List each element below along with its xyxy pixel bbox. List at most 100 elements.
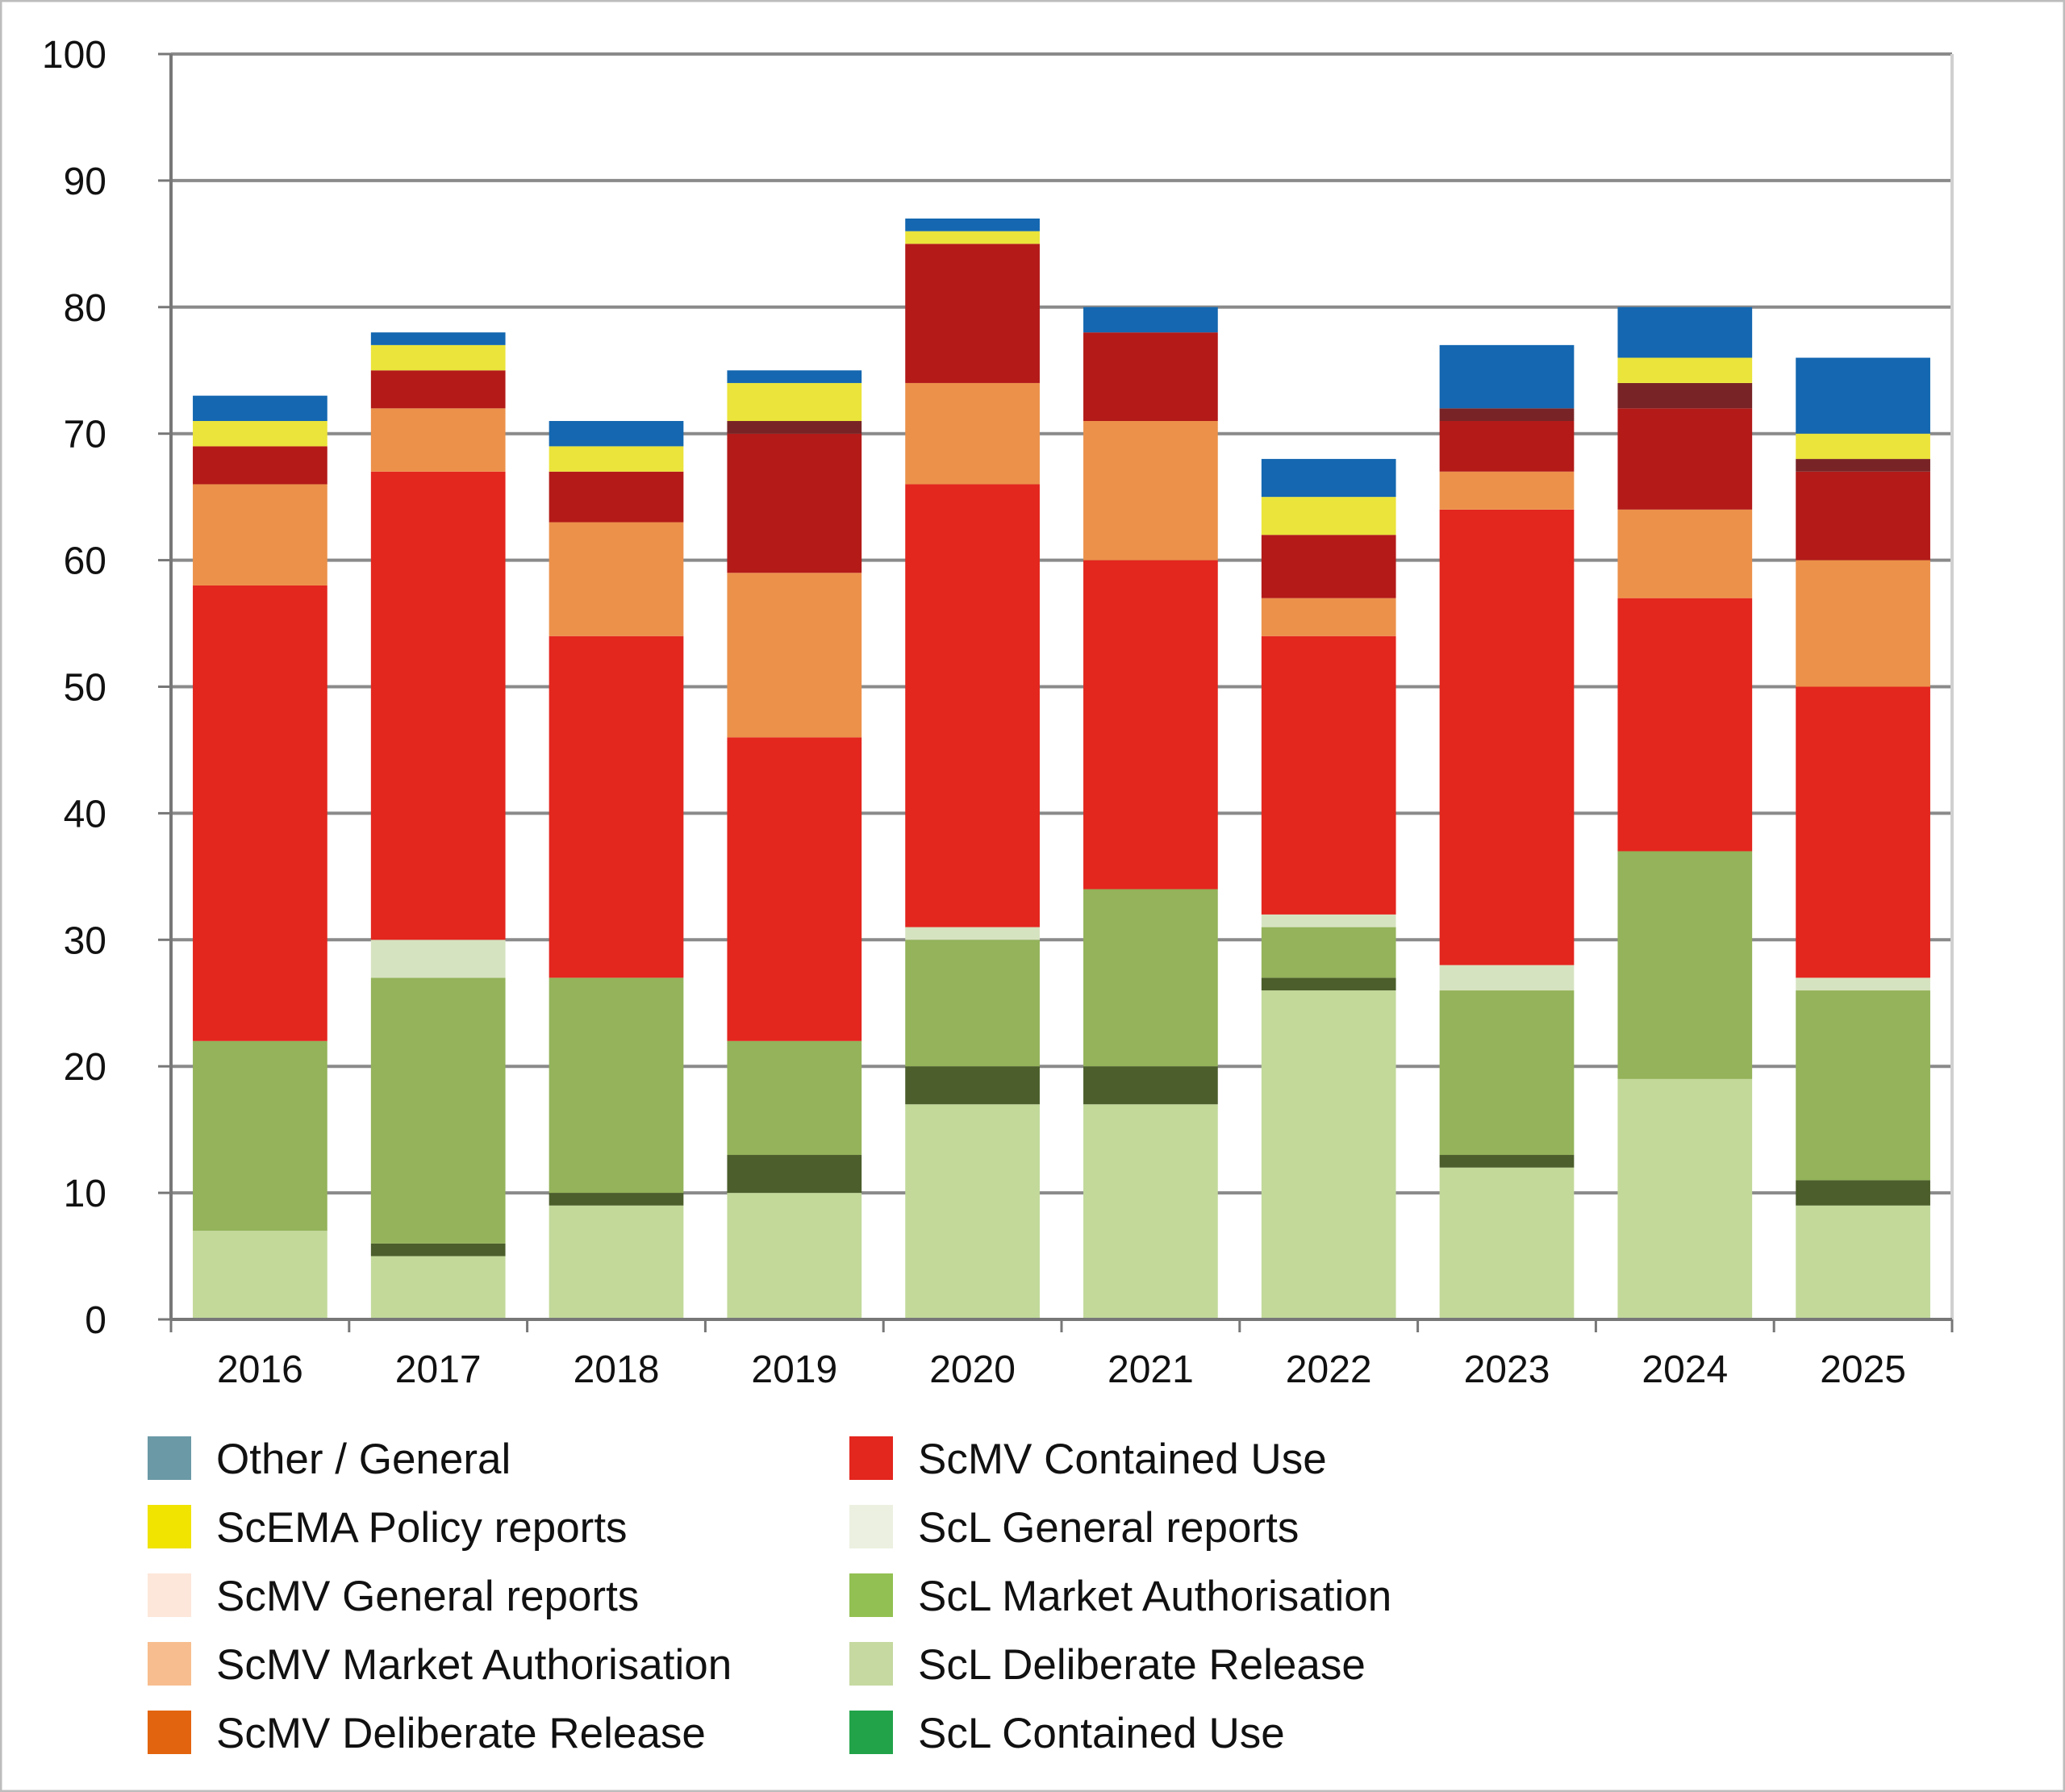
x-tick-label: 2016 [217, 1348, 303, 1391]
bar-segment-2017-scl-contained-use [370, 1243, 506, 1256]
bar-segment-2022-other-general [1261, 459, 1396, 498]
legend-label: ScMV General reports [216, 1573, 639, 1620]
y-tick-label: 100 [42, 34, 106, 77]
bar-segment-2018-scema-policy-reports [549, 446, 684, 472]
bar-segment-2025-other-general [1796, 357, 1930, 434]
bar-segment-2022-scl-market-authorisation [1261, 927, 1396, 978]
legend-item: ScL Market Authorisation [849, 1573, 1391, 1620]
bar-segment-2025-scl-market-authorisation [1796, 990, 1930, 1181]
legend-item: ScMV General reports [148, 1573, 639, 1620]
bar-segment-2016-scl-market-authorisation [193, 1040, 327, 1231]
bar-segment-2021-scl-contained-use [1083, 1066, 1218, 1105]
legend-item: ScL General reports [849, 1504, 1299, 1552]
bar-segment-2021-scl-deliberate-release [1083, 1104, 1218, 1319]
y-tick-label: 0 [85, 1299, 106, 1342]
bar-segment-2018-scmv-contained-use [549, 636, 684, 978]
bar-segment-2019-scmv-market-authorisation [727, 573, 862, 738]
legend-label: ScMV Deliberate Release [216, 1710, 706, 1757]
bar-segment-2022-scmv-market-authorisation [1261, 598, 1396, 636]
bar-segment-2020-other-general [905, 218, 1040, 231]
legend-swatch [148, 1505, 191, 1548]
bar-segment-2024-scl-market-authorisation [1617, 851, 1753, 1079]
bar-segment-2025-scl-deliberate-release [1796, 1205, 1930, 1319]
bar-segment-2020-scmv-deliberate-release [905, 244, 1040, 383]
bar-segment-2022-scmv-contained-use [1261, 636, 1396, 915]
bar-segment-2023-scmv-market-authorisation [1439, 471, 1575, 510]
bar-segment-2019-scl-deliberate-release [727, 1193, 862, 1319]
bar-segment-2017-scl-deliberate-release [370, 1256, 506, 1319]
legend-swatch [148, 1573, 191, 1617]
bar-segment-2018-other-general [549, 421, 684, 447]
x-tick-label: 2022 [1286, 1348, 1372, 1391]
y-tick-label: 40 [64, 793, 106, 836]
bar-segment-2018-scl-market-authorisation [549, 977, 684, 1194]
bar-segment-2025-scema-policy-reports [1796, 433, 1930, 460]
bar-segment-2016-scmv-deliberate-release [193, 446, 327, 485]
x-tick-label: 2025 [1820, 1348, 1906, 1391]
bar-segment-2021-scmv-market-authorisation [1083, 421, 1218, 561]
y-tick-label: 60 [64, 540, 106, 583]
x-tick-label: 2017 [395, 1348, 482, 1391]
bar-segment-2022-scl-general-reports [1261, 914, 1396, 927]
legend-label: ScL Contained Use [918, 1710, 1285, 1757]
bar-segment-2024-scmv-deliberate-release [1617, 408, 1753, 510]
bar-segment-2019-other-general [727, 370, 862, 383]
bar-segment-2023-scl-general-reports [1439, 965, 1575, 991]
legend-swatch [148, 1642, 191, 1686]
bar-segment-2017-scl-market-authorisation [370, 977, 506, 1244]
legend-item: ScL Contained Use [849, 1710, 1285, 1757]
bar-segment-2018-scl-deliberate-release [549, 1205, 684, 1319]
x-tick-label: 2020 [929, 1348, 1016, 1391]
y-tick-label: 30 [64, 919, 106, 962]
legend-item: ScMV Contained Use [849, 1436, 1327, 1483]
legend: Other / General ScEMA Policy reports ScMV … [148, 1436, 1391, 1757]
bar-segment-2024-scmv-market-authorisation [1617, 509, 1753, 598]
legend-swatch [148, 1711, 191, 1754]
legend-swatch [849, 1573, 893, 1617]
bar-segment-2017-scmv-deliberate-release [370, 370, 506, 409]
bar-segment-2020-scl-market-authorisation [905, 940, 1040, 1067]
legend-label: ScMV Contained Use [918, 1436, 1327, 1483]
bar-segment-2023-scmv-general-reports [1439, 408, 1575, 422]
bar-segment-2019-scema-policy-reports [727, 382, 862, 422]
bar-segment-2017-scmv-market-authorisation [370, 408, 506, 472]
legend-label: ScL Deliberate Release [918, 1641, 1366, 1689]
bar-segment-2022-scl-deliberate-release [1261, 990, 1396, 1319]
legend-item: ScL Deliberate Release [849, 1641, 1366, 1689]
bar-segment-2023-scmv-deliberate-release [1439, 421, 1575, 472]
bar-segment-2025-scl-contained-use [1796, 1180, 1930, 1206]
legend-swatch [849, 1436, 893, 1480]
bar-segment-2025-scl-general-reports [1796, 977, 1930, 991]
bar-segment-2019-scl-contained-use [727, 1155, 862, 1194]
bar-segment-2017-scema-policy-reports [370, 344, 506, 371]
bar-segment-2022-scl-contained-use [1261, 977, 1396, 991]
legend-item: Other / General [148, 1436, 511, 1483]
bar-segment-2017-other-general [370, 332, 506, 345]
bar-segment-2025-scmv-deliberate-release [1796, 471, 1930, 561]
legend-swatch [849, 1642, 893, 1686]
bar-segment-2023-other-general [1439, 344, 1575, 409]
x-tick-label: 2018 [574, 1348, 660, 1391]
bar-segment-2020-scl-general-reports [905, 927, 1040, 940]
bar-segment-2018-scmv-deliberate-release [549, 471, 684, 523]
legend-label: ScMV Market Authorisation [216, 1641, 732, 1689]
bar-segment-2024-scl-deliberate-release [1617, 1078, 1753, 1319]
x-tick-label: 2019 [751, 1348, 837, 1391]
x-tick-label: 2023 [1464, 1348, 1550, 1391]
bar-segment-2020-scmv-contained-use [905, 484, 1040, 927]
bar-segment-2025-scmv-general-reports [1796, 459, 1930, 472]
legend-label: ScL Market Authorisation [918, 1573, 1391, 1620]
legend-label: ScL General reports [918, 1504, 1299, 1552]
y-tick-label: 50 [64, 667, 106, 710]
bar-segment-2020-scema-policy-reports [905, 231, 1040, 244]
bar-segment-2024-scmv-contained-use [1617, 598, 1753, 852]
bar-segment-2020-scmv-market-authorisation [905, 382, 1040, 485]
bar-segment-2019-scmv-deliberate-release [727, 433, 862, 573]
bar-segment-2025-scmv-market-authorisation [1796, 560, 1930, 687]
bar-segment-2025-scmv-contained-use [1796, 686, 1930, 978]
bar-segment-2016-scmv-contained-use [193, 585, 327, 1041]
bar-segment-2023-scl-deliberate-release [1439, 1167, 1575, 1319]
bar-segment-2023-scl-contained-use [1439, 1155, 1575, 1168]
x-tick-label: 2024 [1642, 1348, 1728, 1391]
